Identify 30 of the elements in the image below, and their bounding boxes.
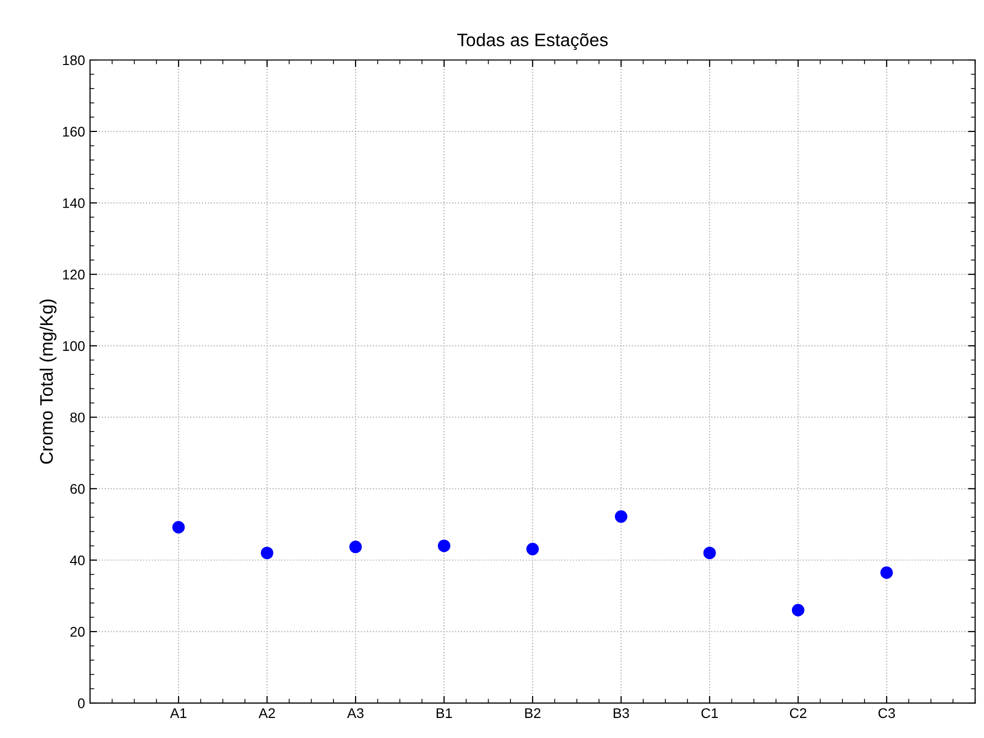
y-tick-label: 120 [63,270,85,280]
y-tick-label: 140 [63,198,85,208]
x-tick-label: B1 [436,708,452,718]
point [526,542,539,556]
y-tick-label: 60 [70,484,85,494]
point [614,510,628,523]
point [880,566,893,579]
y-tick-label: 20 [70,626,85,637]
y-tick-label: 100 [63,341,85,351]
point [438,540,450,552]
y-tick-label: 0 [78,698,85,708]
point [349,540,362,554]
x-tick-label: A1 [170,708,186,718]
x-tick-label: A2 [258,708,275,718]
x-tick-label: C2 [790,708,806,718]
point [703,546,716,560]
x-tick-label: C3 [878,708,895,718]
x-tick-label: C1 [701,708,718,718]
x-tick-label: A3 [347,708,364,718]
point [792,604,804,616]
y-tick-label: 180 [63,55,85,66]
y-tick-label: 40 [70,555,85,566]
point [172,521,185,534]
x-tick-label: B2 [525,708,540,718]
y-axis-title: Cromo Total (mg/Kg) [40,300,56,464]
y-tick-label: 80 [70,412,85,422]
point [260,546,274,560]
y-tick-label: 160 [63,126,85,137]
x-tick-label: B3 [614,708,629,718]
chart-title: Todas as Estações [457,33,608,50]
